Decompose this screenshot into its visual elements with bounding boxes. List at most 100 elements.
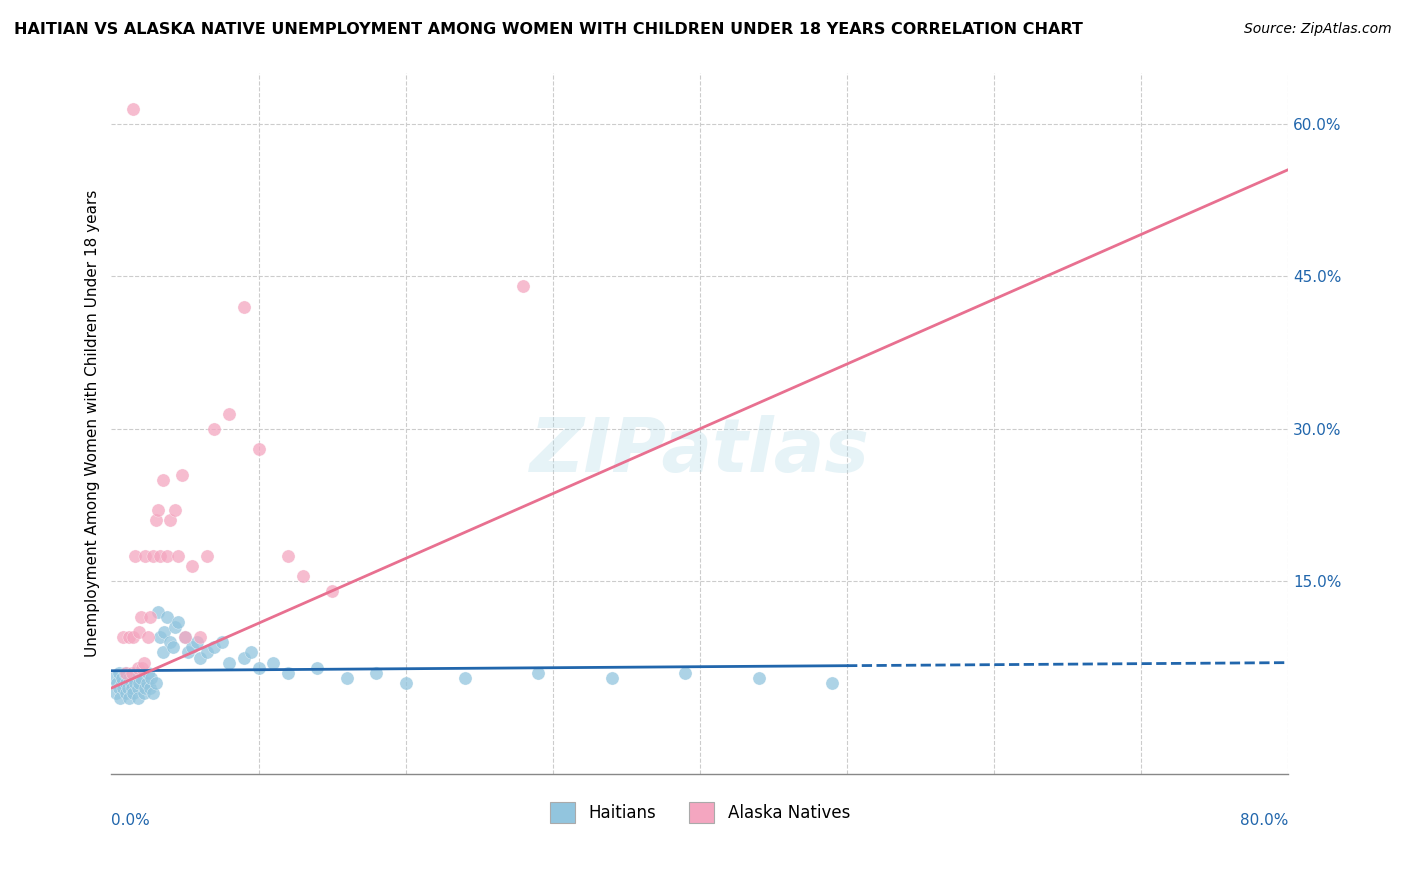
Point (291, 569, 314, 583)
Point (138, 681, 160, 695)
Point (104, 686, 127, 700)
Point (186, 635, 208, 649)
Point (232, 300, 254, 314)
Point (129, 610, 152, 624)
Point (132, 656, 155, 670)
Text: HAITIAN VS ALASKA NATIVE UNEMPLOYMENT AMONG WOMEN WITH CHILDREN UNDER 18 YEARS C: HAITIAN VS ALASKA NATIVE UNEMPLOYMENT AM… (14, 22, 1083, 37)
Point (240, 645, 263, 659)
Point (277, 665, 299, 680)
Point (136, 665, 159, 680)
Point (121, 681, 143, 695)
Point (181, 559, 204, 574)
Point (138, 610, 160, 624)
Point (195, 645, 218, 659)
Point (232, 650, 254, 665)
Point (321, 584, 343, 599)
Point (149, 549, 172, 563)
Point (121, 665, 143, 680)
Point (512, 279, 534, 293)
Point (166, 549, 188, 563)
Point (453, 671, 475, 685)
Point (177, 645, 200, 659)
Point (122, 686, 145, 700)
Point (129, 671, 152, 685)
Point (163, 503, 186, 517)
Point (527, 665, 550, 680)
Point (202, 422, 225, 436)
Point (195, 549, 218, 563)
Point (174, 630, 197, 644)
Point (159, 635, 181, 649)
Point (115, 665, 138, 680)
Point (188, 650, 211, 665)
Point (174, 630, 197, 644)
Point (118, 630, 141, 644)
Point (156, 610, 179, 624)
Point (247, 661, 270, 675)
Point (135, 676, 157, 690)
Point (105, 676, 128, 690)
Point (103, 671, 125, 685)
Point (148, 503, 170, 517)
Point (136, 630, 159, 644)
Point (122, 671, 145, 685)
Point (142, 686, 165, 700)
Point (152, 645, 174, 659)
Point (149, 630, 172, 644)
Point (145, 513, 167, 527)
Legend: Haitians, Alaska Natives: Haitians, Alaska Natives (543, 796, 856, 830)
Point (107, 681, 129, 695)
Point (112, 630, 135, 644)
Point (211, 635, 233, 649)
Point (120, 676, 142, 690)
Point (145, 676, 167, 690)
Point (132, 686, 155, 700)
Point (131, 661, 153, 675)
Point (156, 549, 179, 563)
Y-axis label: Unemployment Among Women with Children Under 18 years: Unemployment Among Women with Children U… (86, 190, 100, 657)
Text: 0.0%: 0.0% (111, 813, 150, 828)
Point (159, 513, 181, 527)
Point (134, 681, 156, 695)
Point (395, 676, 418, 690)
Point (153, 625, 176, 640)
Point (336, 671, 359, 685)
Point (247, 442, 270, 457)
Point (111, 671, 134, 685)
Point (152, 473, 174, 487)
Point (114, 665, 136, 680)
Point (127, 691, 149, 706)
Point (163, 620, 186, 634)
Point (277, 549, 299, 563)
Point (188, 630, 211, 644)
Point (115, 676, 138, 690)
Point (107, 665, 129, 680)
Point (162, 640, 184, 655)
Point (821, 676, 844, 690)
Text: Source: ZipAtlas.com: Source: ZipAtlas.com (1244, 22, 1392, 37)
Point (600, 671, 623, 685)
Point (748, 671, 770, 685)
Point (202, 640, 225, 655)
Text: ZIPatlas: ZIPatlas (530, 416, 870, 488)
Point (181, 640, 204, 655)
Point (124, 676, 146, 690)
Point (218, 407, 240, 421)
Point (139, 671, 162, 685)
Point (673, 665, 696, 680)
Point (128, 625, 150, 640)
Point (111, 676, 134, 690)
Point (218, 656, 240, 670)
Point (127, 681, 149, 695)
Point (122, 630, 145, 644)
Point (170, 467, 193, 482)
Point (127, 661, 149, 675)
Point (307, 661, 329, 675)
Point (112, 681, 135, 695)
Point (110, 691, 132, 706)
Point (125, 665, 148, 680)
Point (122, 102, 145, 116)
Text: 80.0%: 80.0% (1240, 813, 1288, 828)
Point (118, 691, 141, 706)
Point (117, 681, 139, 695)
